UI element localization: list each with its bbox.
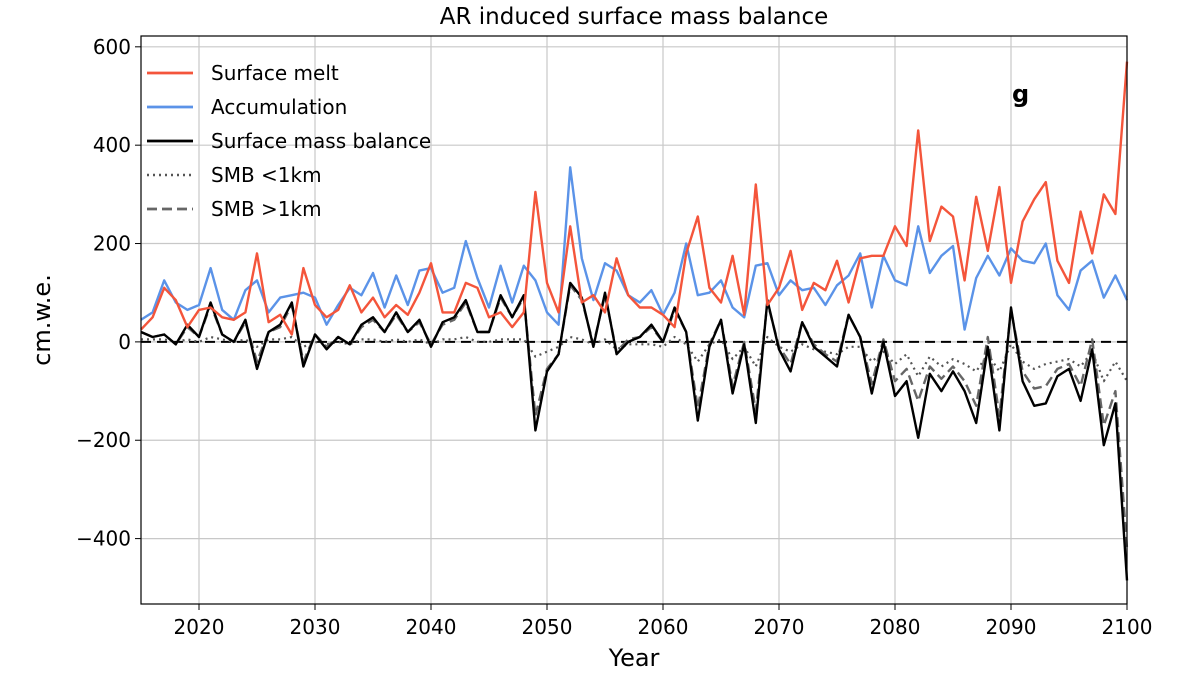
- y-tick-label: 600: [93, 35, 131, 59]
- grid: [141, 36, 1128, 604]
- x-tick-label: 2050: [522, 615, 573, 639]
- chart-title: AR induced surface mass balance: [440, 4, 829, 30]
- x-tick-label: 2020: [174, 615, 225, 639]
- x-tick-label: 2060: [638, 615, 689, 639]
- legend-label: SMB >1km: [211, 197, 322, 221]
- series-line-smb-1km: [140, 284, 1129, 549]
- series-line-smb-1km: [141, 335, 1128, 383]
- series-line-surface-mass-balance: [140, 281, 1129, 581]
- x-tick-label: 2030: [290, 615, 341, 639]
- legend-label: Surface melt: [211, 61, 339, 85]
- legend-label: Accumulation: [211, 95, 347, 119]
- legend: Surface melt Accumulation Surface mass bal…: [147, 61, 431, 221]
- y-tick-label: 400: [93, 133, 131, 157]
- y-tick-label: 0: [118, 330, 131, 354]
- x-tick-label: 2070: [754, 615, 805, 639]
- y-tick-label: −400: [76, 527, 131, 551]
- y-tick-label: 200: [93, 232, 131, 256]
- y-axis-label: cm.w.e.: [28, 274, 56, 366]
- axis-ticks: 2020 2030 2040 2050 2060 2070 2080 2090 2100 −400…: [76, 35, 1152, 639]
- series-lines: [140, 61, 1129, 581]
- x-tick-label: 2040: [406, 615, 457, 639]
- x-axis-label: Year: [608, 644, 660, 672]
- x-tick-label: 2080: [870, 615, 921, 639]
- series-line-accumulation: [140, 166, 1129, 331]
- series-line-surface-melt: [140, 61, 1129, 336]
- plot-frame: [140, 35, 1128, 605]
- legend-label: Surface mass balance: [211, 129, 431, 153]
- x-tick-label: 2090: [986, 615, 1037, 639]
- x-tick-label: 2100: [1102, 615, 1153, 639]
- panel-label: g: [1012, 80, 1029, 108]
- y-tick-label: −200: [76, 428, 131, 452]
- legend-label: SMB <1km: [211, 163, 322, 187]
